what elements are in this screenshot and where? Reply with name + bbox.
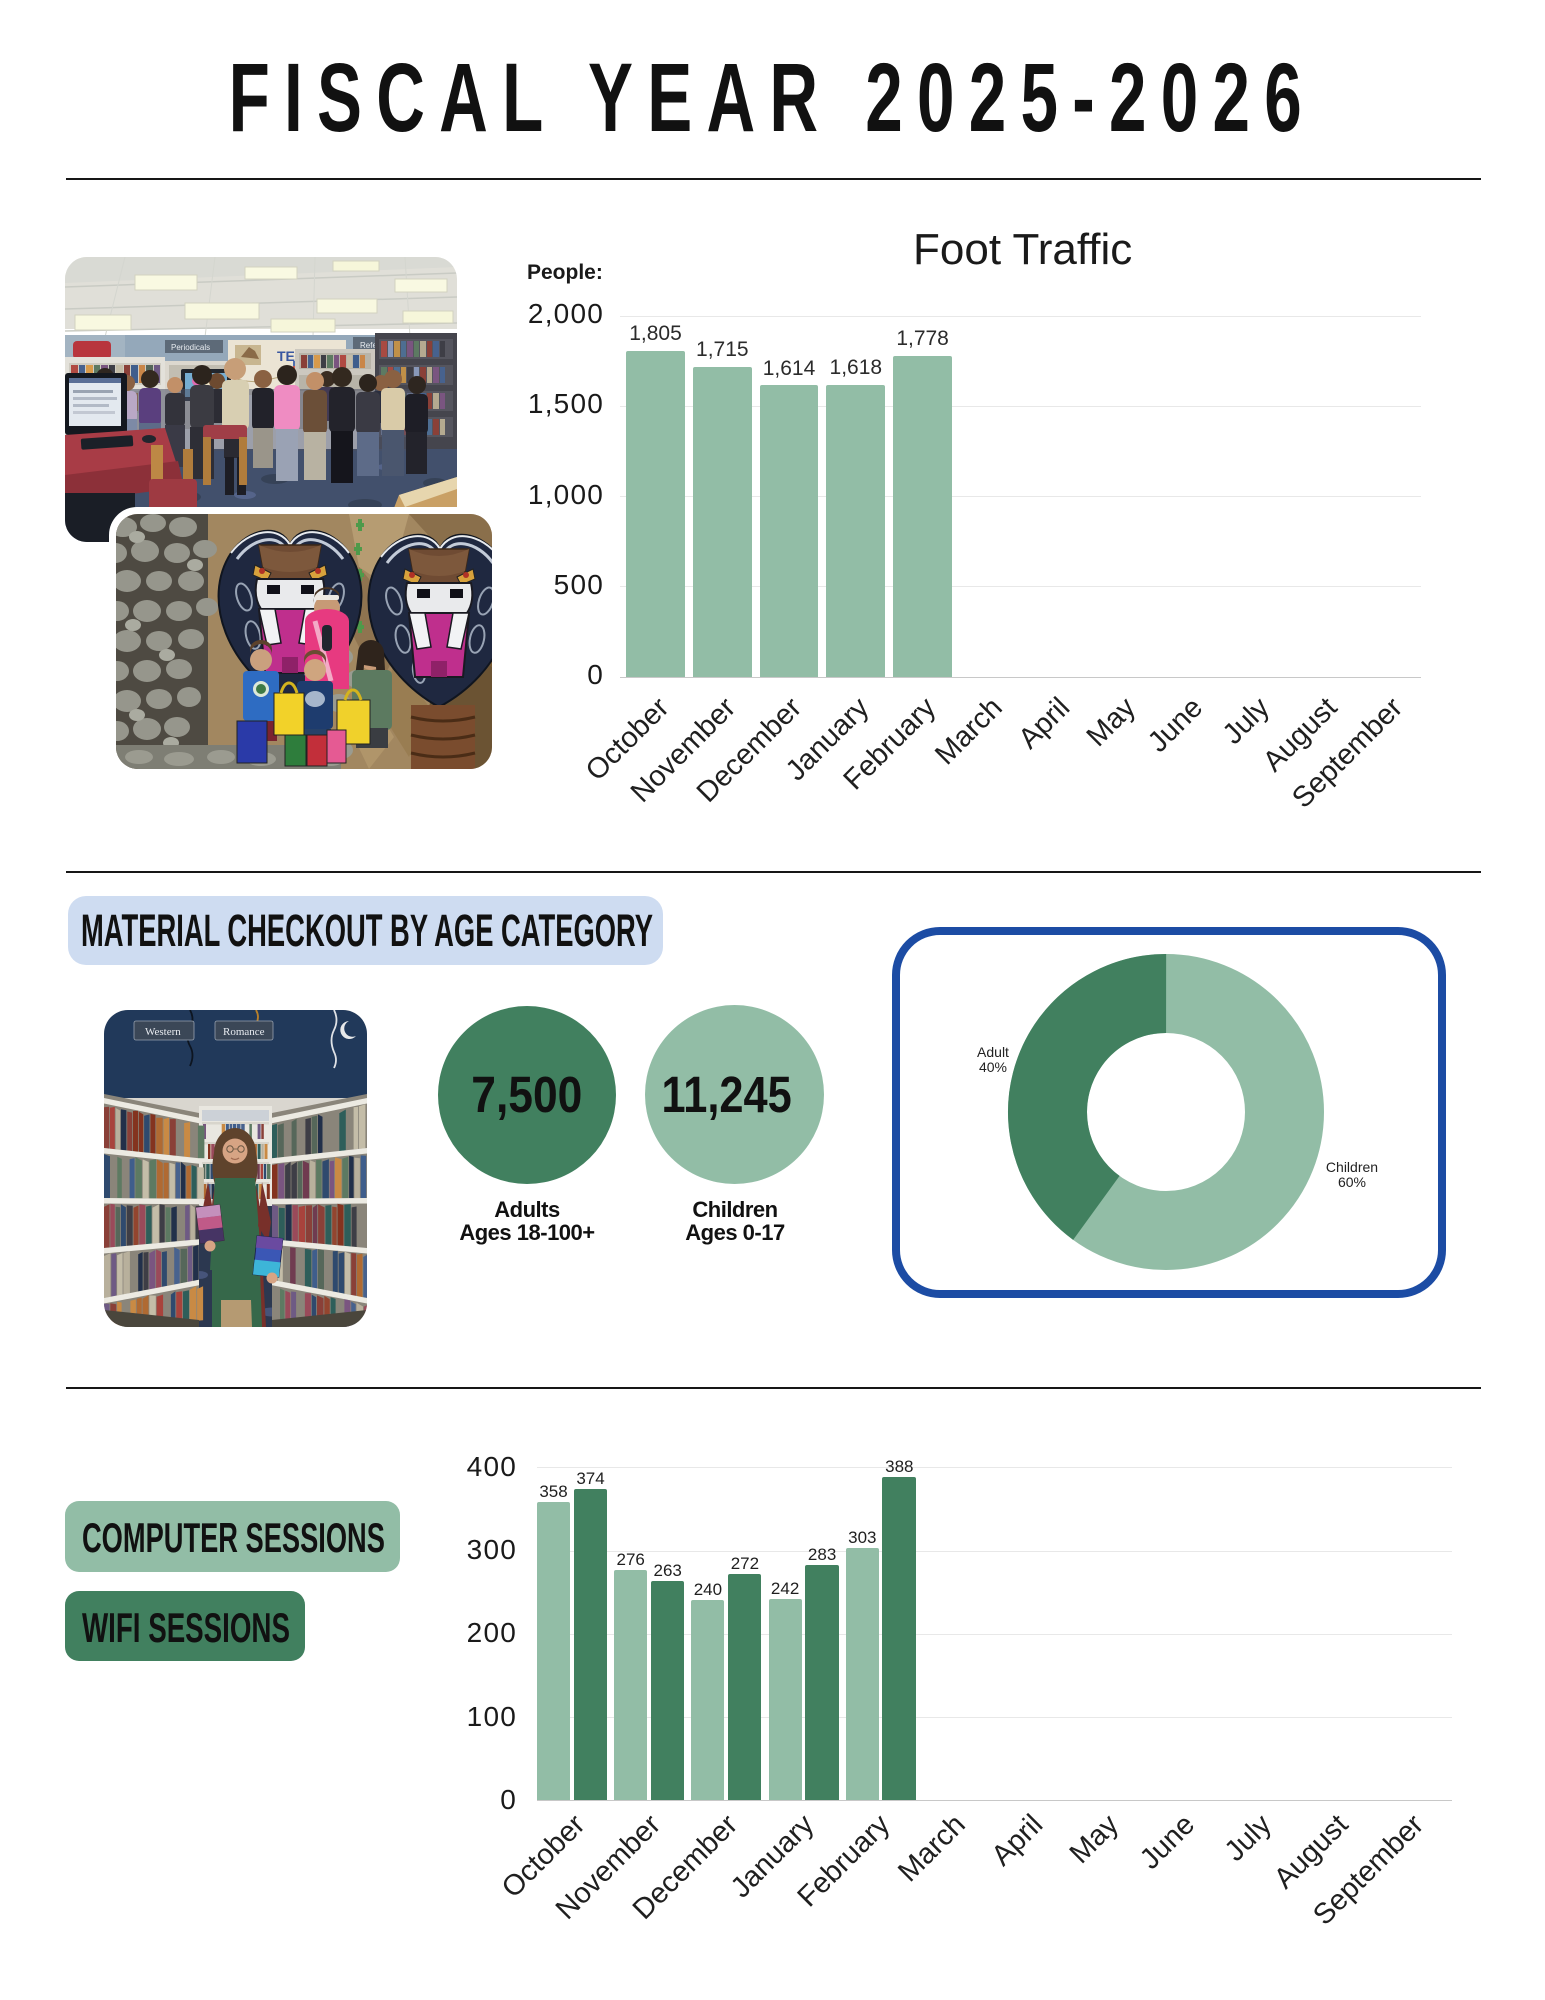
- svg-text:Romance: Romance: [223, 1026, 265, 1038]
- svg-text:Western: Western: [145, 1026, 181, 1038]
- svg-text:Periodicals: Periodicals: [171, 343, 210, 352]
